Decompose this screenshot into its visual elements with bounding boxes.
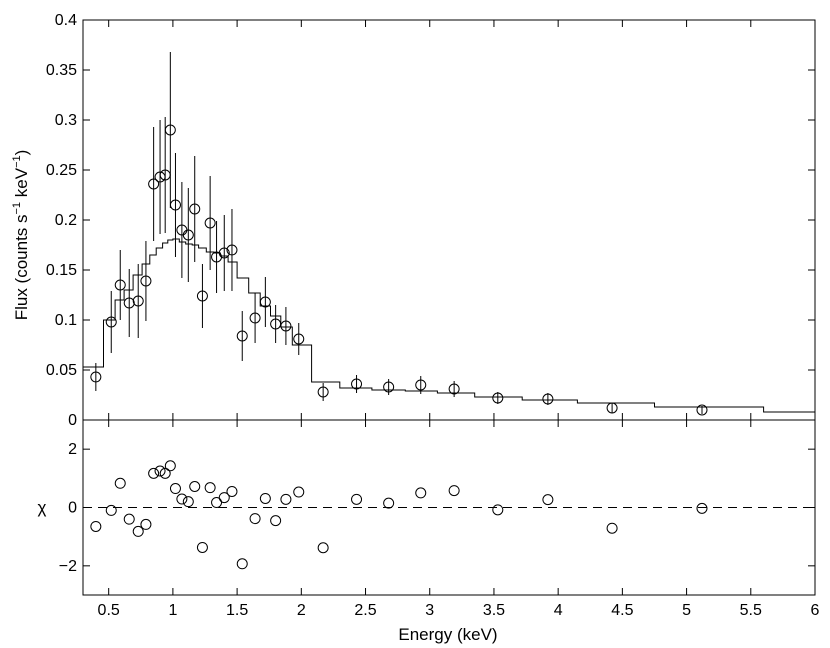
data-point-marker — [270, 318, 282, 330]
y-tick-label: −2 — [59, 558, 77, 575]
data-point-marker — [218, 247, 230, 259]
residual-marker — [218, 492, 230, 504]
data-point-marker — [140, 275, 152, 287]
x-tick-label: 5.5 — [740, 602, 762, 619]
data-point-marker — [249, 312, 261, 324]
x-tick-label: 5 — [682, 602, 691, 619]
data-point-marker — [317, 386, 329, 398]
x-tick-label: 0.5 — [98, 602, 120, 619]
residual-marker — [415, 487, 427, 499]
data-point-marker — [182, 229, 194, 241]
residual-marker — [606, 522, 618, 534]
data-point-marker — [351, 378, 363, 390]
y-axis-title-flux: Flux (counts s−1 keV−1) — [11, 150, 31, 321]
residual-marker — [114, 477, 126, 489]
x-tick-label: 1 — [168, 602, 177, 619]
spectrum-plot-frame — [82, 19, 816, 421]
data-point-marker — [415, 379, 427, 391]
residual-marker — [270, 515, 282, 527]
residual-marker — [196, 541, 208, 553]
residual-marker — [280, 493, 292, 505]
data-point-marker — [236, 330, 248, 342]
y-tick-label: 0 — [68, 412, 77, 429]
x-tick-label: 4 — [554, 602, 563, 619]
x-tick-label: 2 — [297, 602, 306, 619]
y-tick-label: 0.4 — [55, 12, 77, 29]
x-tick-label: 3 — [425, 602, 434, 619]
residual-marker — [492, 504, 504, 516]
data-point-marker — [164, 124, 176, 136]
x-tick-label: 6 — [811, 602, 820, 619]
residual-marker — [90, 520, 102, 532]
residual-marker — [226, 485, 238, 497]
residual-marker — [448, 485, 460, 497]
residual-marker — [696, 502, 708, 514]
data-point-marker — [542, 393, 554, 405]
data-point-marker — [189, 203, 201, 215]
x-tick-label: 3.5 — [483, 602, 505, 619]
residual-marker — [351, 493, 363, 505]
residual-marker — [140, 518, 152, 530]
y-tick-label: 0 — [68, 500, 77, 517]
residual-marker — [189, 481, 201, 492]
residual-marker — [123, 513, 135, 525]
residual-marker — [211, 497, 223, 509]
residual-marker — [259, 492, 271, 504]
residual-marker — [176, 493, 188, 505]
residual-marker — [164, 460, 176, 472]
data-point-marker — [226, 244, 238, 256]
residual-marker — [383, 497, 395, 509]
residual-marker — [293, 486, 305, 498]
data-point-marker — [492, 392, 504, 404]
data-point-marker — [259, 296, 271, 308]
residual-marker — [182, 496, 194, 508]
spectrum-panel: 0 0.05 0.1 0.15 0.2 0.25 0.3 0.35 0.4 — [46, 12, 816, 429]
data-point-marker — [280, 320, 292, 332]
data-point-marker — [148, 178, 160, 190]
residual-marker — [154, 465, 166, 477]
x-tick-label: 1.5 — [226, 602, 248, 619]
residual-marker — [105, 504, 117, 516]
data-point-marker — [448, 383, 460, 395]
y-tick-label: 0.05 — [46, 362, 77, 379]
residual-marker — [159, 467, 171, 479]
data-point-marker — [606, 402, 618, 414]
data-point-marker — [293, 333, 305, 345]
data-point-marker — [696, 404, 708, 416]
data-point-marker — [90, 371, 102, 383]
data-point-marker — [105, 316, 117, 328]
data-point-marker — [196, 290, 208, 302]
y-tick-label: 0.25 — [46, 162, 77, 179]
y-tick-label: 0.2 — [55, 212, 77, 229]
residual-panel: 0.5 1 1.5 2 2.5 3 3.5 4 4.5 5 5.5 6 −2 0 2 — [59, 419, 820, 619]
residual-marker — [148, 467, 160, 479]
data-point-marker — [114, 279, 126, 291]
data-point-marker — [132, 295, 144, 307]
data-point-marker — [123, 297, 135, 309]
x-axis-title-energy: Energy (keV) — [398, 625, 497, 644]
residual-marker — [542, 494, 554, 506]
residual-marker — [169, 483, 181, 495]
y-tick-label: 2 — [68, 441, 77, 458]
data-point-marker — [204, 217, 216, 229]
y-axis-title-chi: χ — [38, 498, 47, 517]
residual-marker — [317, 542, 329, 554]
residual-marker — [236, 558, 248, 570]
y-tick-label: 0.1 — [55, 312, 77, 329]
residual-marker — [249, 513, 261, 525]
y-tick-label: 0.3 — [55, 112, 77, 129]
data-point-marker — [383, 381, 395, 393]
x-tick-label: 4.5 — [611, 602, 633, 619]
residual-marker — [132, 525, 144, 537]
y-tick-label: 0.35 — [46, 62, 77, 79]
residual-marker — [204, 482, 216, 494]
data-point-marker — [169, 199, 181, 211]
x-tick-label: 2.5 — [354, 602, 376, 619]
y-tick-label: 0.15 — [46, 262, 77, 279]
